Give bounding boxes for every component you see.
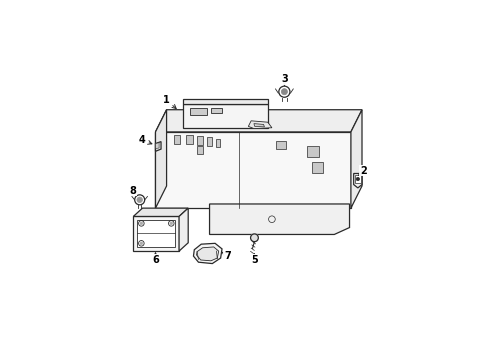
Text: 7: 7 xyxy=(222,251,231,261)
Polygon shape xyxy=(155,110,167,208)
Polygon shape xyxy=(351,110,362,208)
Polygon shape xyxy=(133,208,188,216)
Polygon shape xyxy=(355,175,361,184)
Circle shape xyxy=(250,234,258,242)
Polygon shape xyxy=(155,141,161,151)
Text: 6: 6 xyxy=(152,253,159,265)
Text: 3: 3 xyxy=(281,74,288,85)
Polygon shape xyxy=(190,108,207,115)
Polygon shape xyxy=(183,99,268,104)
Text: 2: 2 xyxy=(359,166,367,176)
Polygon shape xyxy=(155,110,362,132)
Polygon shape xyxy=(248,121,272,129)
Polygon shape xyxy=(210,204,349,234)
Text: 1: 1 xyxy=(163,95,176,109)
Polygon shape xyxy=(133,216,179,251)
Polygon shape xyxy=(276,141,286,149)
Polygon shape xyxy=(155,132,351,208)
Circle shape xyxy=(356,177,360,181)
Circle shape xyxy=(170,222,172,225)
Polygon shape xyxy=(196,247,219,261)
Circle shape xyxy=(140,242,143,245)
Polygon shape xyxy=(207,138,212,146)
Polygon shape xyxy=(183,104,268,128)
Polygon shape xyxy=(307,146,319,157)
Polygon shape xyxy=(254,123,265,127)
Circle shape xyxy=(140,222,143,225)
Text: 4: 4 xyxy=(139,135,152,145)
Polygon shape xyxy=(354,174,362,188)
Circle shape xyxy=(137,197,143,203)
Polygon shape xyxy=(194,243,222,264)
Text: 8: 8 xyxy=(129,186,136,196)
Polygon shape xyxy=(186,135,193,144)
Polygon shape xyxy=(211,108,222,113)
Polygon shape xyxy=(155,143,159,149)
Polygon shape xyxy=(197,136,203,145)
Circle shape xyxy=(281,89,288,95)
Text: 5: 5 xyxy=(251,254,258,265)
Polygon shape xyxy=(312,162,323,174)
Polygon shape xyxy=(179,208,188,251)
Polygon shape xyxy=(137,220,175,247)
Polygon shape xyxy=(216,139,220,148)
Polygon shape xyxy=(173,135,180,144)
Polygon shape xyxy=(197,146,203,154)
